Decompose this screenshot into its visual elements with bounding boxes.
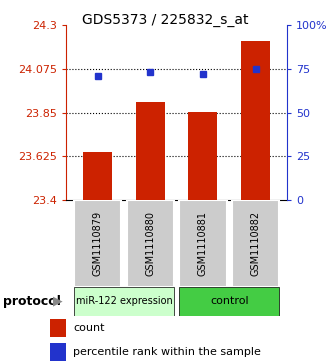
Text: GSM1110882: GSM1110882 [250, 211, 260, 276]
Text: count: count [73, 323, 105, 333]
Bar [83, 152, 112, 200]
Bar [50, 343, 66, 361]
Text: GSM1110880: GSM1110880 [145, 211, 155, 276]
Bar [126, 200, 174, 287]
Bar [188, 111, 217, 200]
Bar [74, 200, 121, 287]
Text: control: control [210, 296, 248, 306]
Text: percentile rank within the sample: percentile rank within the sample [73, 347, 261, 357]
Text: GSM1110879: GSM1110879 [93, 211, 103, 276]
Bar [232, 200, 279, 287]
Bar [50, 319, 66, 337]
Bar [179, 200, 227, 287]
Text: GDS5373 / 225832_s_at: GDS5373 / 225832_s_at [82, 13, 248, 27]
Text: miR-122 expression: miR-122 expression [76, 296, 172, 306]
Bar [74, 287, 174, 316]
Text: protocol: protocol [3, 295, 61, 308]
Text: GSM1110881: GSM1110881 [198, 211, 208, 276]
Bar [179, 287, 279, 316]
Bar [241, 41, 270, 200]
Bar [136, 102, 165, 200]
Text: ▶: ▶ [53, 295, 63, 308]
